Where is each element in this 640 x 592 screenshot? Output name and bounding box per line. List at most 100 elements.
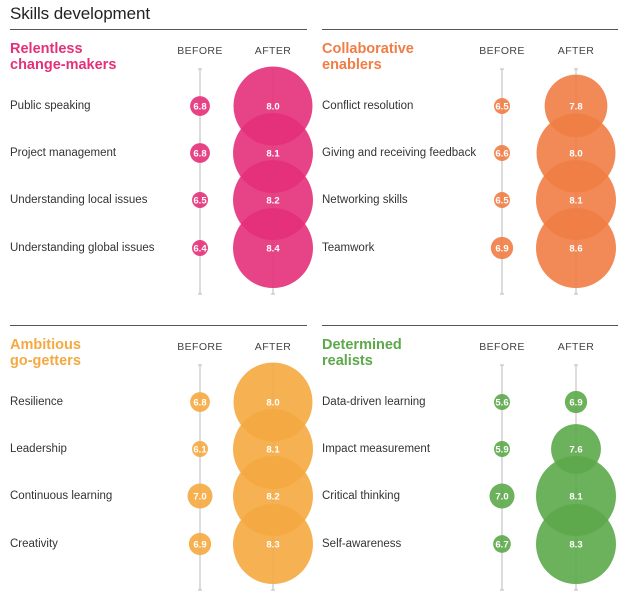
panel-divider	[322, 29, 618, 30]
before-value-label: 6.1	[193, 445, 207, 456]
skill-label: Impact measurement	[322, 443, 431, 455]
before-bubble	[494, 98, 510, 114]
before-column-header: BEFORE	[479, 45, 525, 57]
after-value-label: 8.1	[266, 149, 280, 160]
before-bubble	[192, 441, 208, 457]
panel-title: Relentless change-makers	[10, 41, 160, 73]
after-column-header: AFTER	[254, 45, 292, 57]
before-bubble	[494, 394, 510, 410]
page-title: Skills development	[10, 4, 150, 23]
before-value-label: 6.8	[193, 102, 206, 113]
skill-label: Critical thinking	[322, 490, 400, 502]
skill-label: Understanding local issues	[10, 194, 148, 206]
before-value-label: 5.6	[495, 398, 508, 409]
bubble-chart: 6.8 8.0 6.8 8.1 6.5 8.2 6.4 8.4	[190, 66, 313, 295]
skills-panel: Determined realists BEFORE AFTER Data-driven…	[322, 325, 618, 592]
skills-panel: Collaborative enablers BEFORE AFTER Conflict…	[322, 29, 618, 299]
after-value-label: 8.2	[266, 492, 279, 503]
before-bubble	[490, 236, 514, 260]
panel-title-line: change-makers	[10, 57, 117, 73]
panel-title: Determined realists	[322, 337, 472, 369]
skill-label: Giving and receiving feedback	[322, 147, 477, 159]
before-value-label: 6.8	[193, 149, 206, 160]
before-bubble	[190, 96, 210, 116]
after-value-label: 7.8	[569, 102, 582, 113]
after-value-label: 8.1	[569, 196, 583, 207]
before-bubble	[192, 192, 208, 208]
before-bubble	[188, 532, 212, 556]
before-bubble	[190, 143, 210, 163]
before-bubble	[190, 392, 210, 412]
before-value-label: 6.9	[193, 540, 206, 551]
skills-panel: Relentless change-makers BEFORE AFTER Public…	[10, 29, 313, 299]
panel-title-line: Collaborative	[322, 41, 414, 57]
after-bubble	[564, 390, 588, 414]
skill-label: Project management	[10, 147, 117, 159]
bubble-chart: 6.8 8.0 6.1 8.1 7.0 8.2 6.9 8.3	[187, 362, 313, 591]
before-value-label: 6.5	[495, 102, 509, 113]
skill-label: Continuous learning	[10, 490, 113, 502]
skills-panel: Ambitious go-getters BEFORE AFTER Resilience…	[10, 325, 313, 592]
skill-label: Networking skills	[322, 194, 408, 206]
panel-title-line: realists	[322, 353, 373, 369]
panel-divider	[322, 325, 618, 326]
skill-label: Resilience	[10, 396, 64, 408]
after-value-label: 8.1	[266, 445, 280, 456]
bubble-chart: 6.5 7.8 6.6 8.0 6.5 8.1 6.9 8.6	[490, 68, 616, 295]
panel-title: Ambitious go-getters	[10, 337, 160, 369]
before-value-label: 6.6	[495, 149, 508, 160]
after-column-header: AFTER	[557, 45, 595, 57]
bubble-chart: 5.6 6.9 5.9 7.6 7.0 8.1 6.7 8.3	[489, 364, 616, 591]
after-value-label: 7.6	[569, 445, 582, 456]
panel-title-line: enablers	[322, 57, 382, 73]
after-value-label: 8.6	[569, 244, 582, 255]
after-value-label: 8.3	[266, 540, 279, 551]
skill-label: Data-driven learning	[322, 396, 426, 408]
skill-label: Understanding global issues	[10, 242, 155, 254]
skill-label: Leadership	[10, 443, 67, 455]
before-column-header: BEFORE	[177, 341, 223, 353]
before-bubble	[494, 441, 510, 457]
after-value-label: 8.3	[569, 540, 582, 551]
before-value-label: 6.8	[193, 398, 206, 409]
before-column-header: BEFORE	[479, 341, 525, 353]
skill-label: Self-awareness	[322, 538, 402, 550]
after-value-label: 8.4	[266, 244, 280, 255]
panel-title-line: Determined	[322, 337, 402, 353]
before-bubble	[187, 483, 213, 509]
before-bubble	[493, 535, 511, 553]
after-value-label: 8.0	[569, 149, 582, 160]
after-value-label: 6.9	[569, 398, 582, 409]
panel-title: Collaborative enablers	[322, 41, 472, 73]
before-value-label: 6.7	[495, 540, 508, 551]
after-value-label: 8.0	[266, 102, 279, 113]
skill-label: Creativity	[10, 538, 58, 550]
skill-label: Teamwork	[322, 242, 375, 254]
after-value-label: 8.0	[266, 398, 279, 409]
panel-title-line: go-getters	[10, 353, 81, 369]
before-bubble	[489, 483, 515, 509]
panel-divider	[10, 325, 307, 326]
after-value-label: 8.2	[266, 196, 279, 207]
before-value-label: 7.0	[495, 492, 508, 503]
skill-label: Public speaking	[10, 100, 91, 112]
after-column-header: AFTER	[557, 341, 595, 353]
after-bubble	[536, 504, 616, 584]
before-value-label: 7.0	[193, 492, 206, 503]
after-bubble	[233, 208, 313, 288]
skill-label: Conflict resolution	[322, 100, 414, 112]
after-bubble	[536, 208, 616, 288]
before-value-label: 6.5	[193, 196, 207, 207]
before-value-label: 5.9	[495, 445, 508, 456]
before-bubble	[192, 240, 208, 256]
after-column-header: AFTER	[254, 341, 292, 353]
before-value-label: 6.4	[193, 244, 207, 255]
before-bubble	[494, 192, 510, 208]
before-bubble	[494, 145, 510, 161]
panel-title-line: Ambitious	[10, 337, 81, 353]
before-value-label: 6.9	[495, 244, 508, 255]
panel-title-line: Relentless	[10, 41, 83, 57]
after-bubble	[233, 504, 313, 584]
before-value-label: 6.5	[495, 196, 509, 207]
after-value-label: 8.1	[569, 492, 583, 503]
